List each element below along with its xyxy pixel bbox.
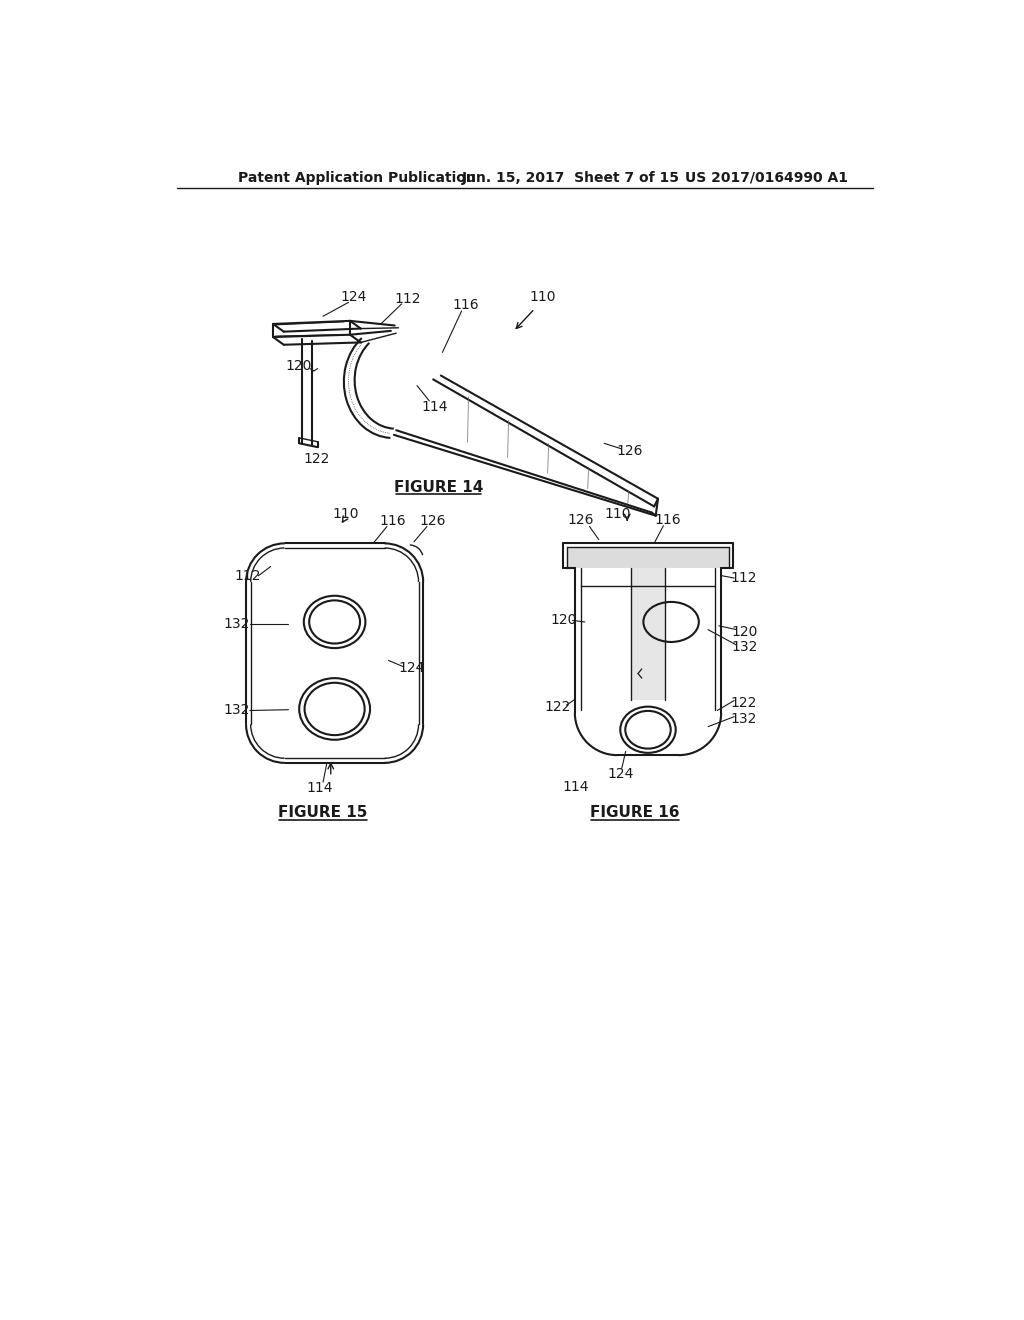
- Text: 120: 120: [286, 359, 311, 374]
- Text: 114: 114: [306, 781, 333, 795]
- Text: 124: 124: [398, 661, 425, 675]
- Text: 126: 126: [567, 513, 594, 527]
- Text: 126: 126: [419, 513, 445, 528]
- Text: FIGURE 16: FIGURE 16: [590, 805, 680, 821]
- Polygon shape: [631, 568, 665, 700]
- Text: 112: 112: [730, 572, 757, 585]
- Text: 120: 120: [550, 614, 577, 627]
- Text: 124: 124: [607, 767, 634, 781]
- Text: 132: 132: [223, 618, 250, 631]
- Text: Jun. 15, 2017  Sheet 7 of 15: Jun. 15, 2017 Sheet 7 of 15: [462, 170, 680, 185]
- Text: 132: 132: [730, 711, 757, 726]
- Text: 132: 132: [732, 640, 758, 655]
- Text: 116: 116: [379, 513, 406, 528]
- Text: 124: 124: [341, 290, 367, 304]
- Text: 116: 116: [654, 513, 681, 527]
- Text: 110: 110: [333, 507, 359, 521]
- Text: US 2017/0164990 A1: US 2017/0164990 A1: [685, 170, 848, 185]
- Text: 122: 122: [304, 451, 330, 466]
- Text: FIGURE 15: FIGURE 15: [279, 805, 368, 821]
- Text: 120: 120: [732, 624, 758, 639]
- Text: 122: 122: [730, 696, 757, 710]
- Text: 110: 110: [529, 290, 556, 304]
- Text: Patent Application Publication: Patent Application Publication: [239, 170, 476, 185]
- Text: FIGURE 14: FIGURE 14: [394, 479, 483, 495]
- Text: 122: 122: [544, 701, 570, 714]
- Text: 112: 112: [394, 292, 421, 305]
- Polygon shape: [567, 548, 729, 568]
- Text: 114: 114: [562, 780, 589, 795]
- Text: 116: 116: [453, 298, 479, 312]
- Text: 110: 110: [604, 507, 631, 521]
- Text: 132: 132: [223, 704, 250, 718]
- Text: 126: 126: [616, 444, 643, 458]
- Text: 114: 114: [422, 400, 447, 414]
- Text: 112: 112: [234, 569, 261, 582]
